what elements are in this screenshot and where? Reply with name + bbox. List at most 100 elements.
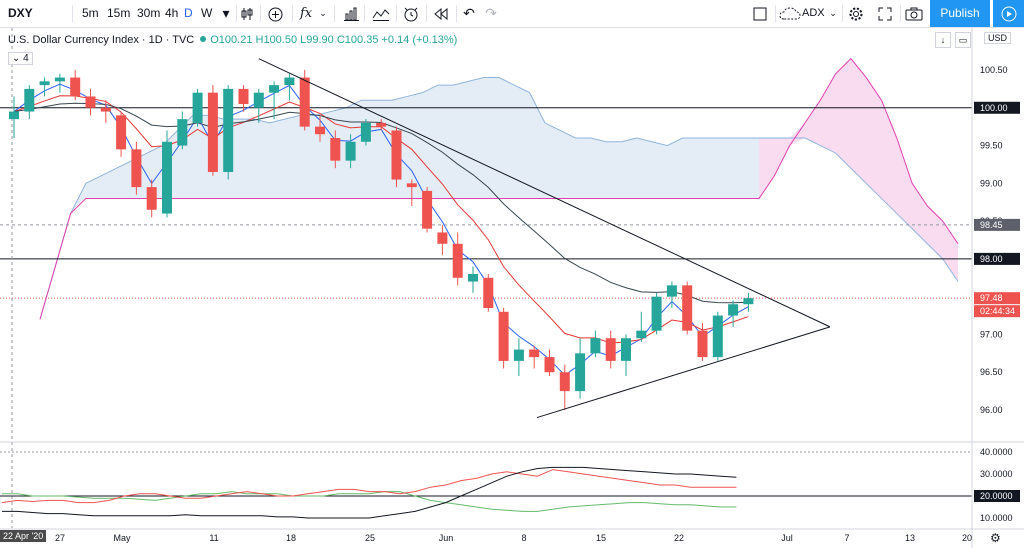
toolbar-divider	[260, 5, 261, 22]
adx-tick-label: 10.0000	[980, 513, 1013, 523]
alert-clock-icon[interactable]	[400, 0, 422, 27]
chevron-down-icon[interactable]: ⌄	[319, 8, 327, 18]
price-badge	[974, 252, 1020, 265]
candle-body	[360, 122, 371, 142]
candle-body	[315, 126, 325, 135]
candle-body	[605, 338, 616, 361]
price-badge	[974, 305, 1020, 318]
undo-icon[interactable]: ↶	[463, 5, 475, 21]
price-badge-label: 02:44:34	[980, 306, 1015, 316]
templates-icon[interactable]	[370, 0, 392, 27]
toolbar-divider	[72, 5, 73, 22]
compare-plus-icon[interactable]	[264, 0, 286, 27]
financials-icon[interactable]	[340, 0, 362, 27]
candle-body	[192, 92, 203, 123]
triangle-lower-trendline	[536, 326, 831, 419]
play-icon[interactable]	[993, 0, 1024, 27]
indicators-toggle[interactable]: ⌄ 4	[8, 52, 33, 65]
candle-body	[299, 77, 310, 127]
publish-button[interactable]: Publish	[930, 0, 990, 27]
candle-body	[284, 77, 295, 86]
adx-pane	[0, 451, 972, 519]
camera-icon[interactable]	[903, 0, 925, 27]
candle-body	[116, 115, 127, 150]
candle-body	[54, 77, 65, 82]
top-toolbar: DXY 5m 15m 30m 4h D W ▾ fx ⌄ ↶ ↷ ADX ⌄	[0, 0, 1024, 28]
symbol-search-button[interactable]: DXY	[8, 6, 33, 20]
time-tick-label: May	[113, 533, 131, 543]
indicators-count: 4	[23, 53, 29, 64]
price-badge-label: 98.00	[980, 254, 1003, 264]
time-tick-label: 18	[286, 533, 296, 543]
minus-di-line	[1, 469, 737, 504]
candle-body	[70, 77, 81, 97]
candle-body	[712, 315, 723, 358]
toolbar-divider	[364, 5, 365, 22]
interval-15m-button[interactable]: 15m	[107, 6, 131, 20]
candle-body	[697, 330, 708, 358]
cloud-icon[interactable]	[778, 0, 802, 27]
gear-icon[interactable]	[845, 0, 867, 27]
price-badge-label: 98.45	[980, 220, 1003, 230]
ichimoku-cloud	[39, 57, 959, 320]
time-tick-label: 20	[962, 533, 972, 543]
candle-body	[575, 353, 586, 392]
candle-body	[422, 190, 433, 229]
time-tick-label: 7	[844, 533, 849, 543]
candle-body	[253, 92, 264, 108]
candle-body	[651, 296, 662, 331]
price-badge	[974, 292, 1020, 305]
candle-body	[223, 88, 234, 172]
adx-line	[2, 466, 737, 519]
candle-body	[146, 187, 157, 210]
plus-di-line	[2, 491, 737, 512]
price-chart[interactable]: 100.50100.0099.5099.0098.5098.0097.5097.…	[0, 28, 1024, 548]
candle-body	[559, 372, 570, 392]
candle-body	[162, 141, 172, 214]
candle-body	[376, 122, 387, 127]
interval-w-button[interactable]: W	[201, 6, 213, 20]
toolbar-divider	[456, 5, 457, 22]
candle-body	[391, 130, 402, 180]
indicator-template-label[interactable]: ADX	[802, 7, 825, 19]
replay-rewind-icon[interactable]	[430, 0, 452, 27]
candle-body	[131, 149, 142, 188]
candle-body	[621, 338, 631, 361]
maximize-pane-icon[interactable]: ▭	[955, 32, 971, 48]
candles-icon[interactable]	[236, 0, 258, 27]
price-badge-label: 100.00	[980, 103, 1008, 113]
candle-body	[330, 138, 341, 161]
time-tick-label: 25	[365, 533, 375, 543]
candle-body	[39, 81, 50, 86]
interval-4h-button[interactable]: 4h	[165, 6, 179, 20]
candle-body	[452, 243, 463, 278]
time-tick-label: Jun	[439, 533, 454, 543]
currency-label[interactable]: USD	[984, 32, 1012, 44]
layout-square-icon[interactable]	[749, 0, 771, 27]
fullscreen-icon[interactable]	[874, 0, 896, 27]
ichimoku-cloud-fill	[40, 58, 958, 320]
price-badge	[974, 218, 1020, 231]
price-tick-label: 96.50	[980, 367, 1003, 377]
interval-5m-button[interactable]: 5m	[82, 6, 99, 20]
chevron-down-icon[interactable]: ▾	[222, 5, 230, 21]
toolbar-divider	[842, 5, 843, 22]
redo-icon[interactable]: ↷	[485, 5, 497, 21]
toolbar-divider	[900, 5, 901, 22]
interval-30m-button[interactable]: 30m	[137, 6, 161, 20]
chevron-down-icon[interactable]: ⌄	[829, 8, 837, 18]
interval-d-button[interactable]: D	[184, 6, 193, 20]
time-tick-label: 8	[521, 533, 526, 543]
ichimoku-cloud-bearish-fill	[759, 58, 958, 282]
candle-body	[498, 311, 509, 361]
adx-badge	[974, 490, 1020, 502]
candle-body	[9, 111, 19, 120]
indicators-button[interactable]: fx	[300, 6, 313, 21]
adx-tick-label: 30.0000	[980, 469, 1013, 479]
candle-body	[238, 88, 249, 104]
collapse-pane-icon[interactable]: ↓	[935, 32, 951, 48]
price-tick-label: 99.00	[980, 178, 1003, 188]
candles	[9, 70, 754, 410]
candle-body	[682, 285, 693, 331]
candle-body	[513, 349, 524, 361]
